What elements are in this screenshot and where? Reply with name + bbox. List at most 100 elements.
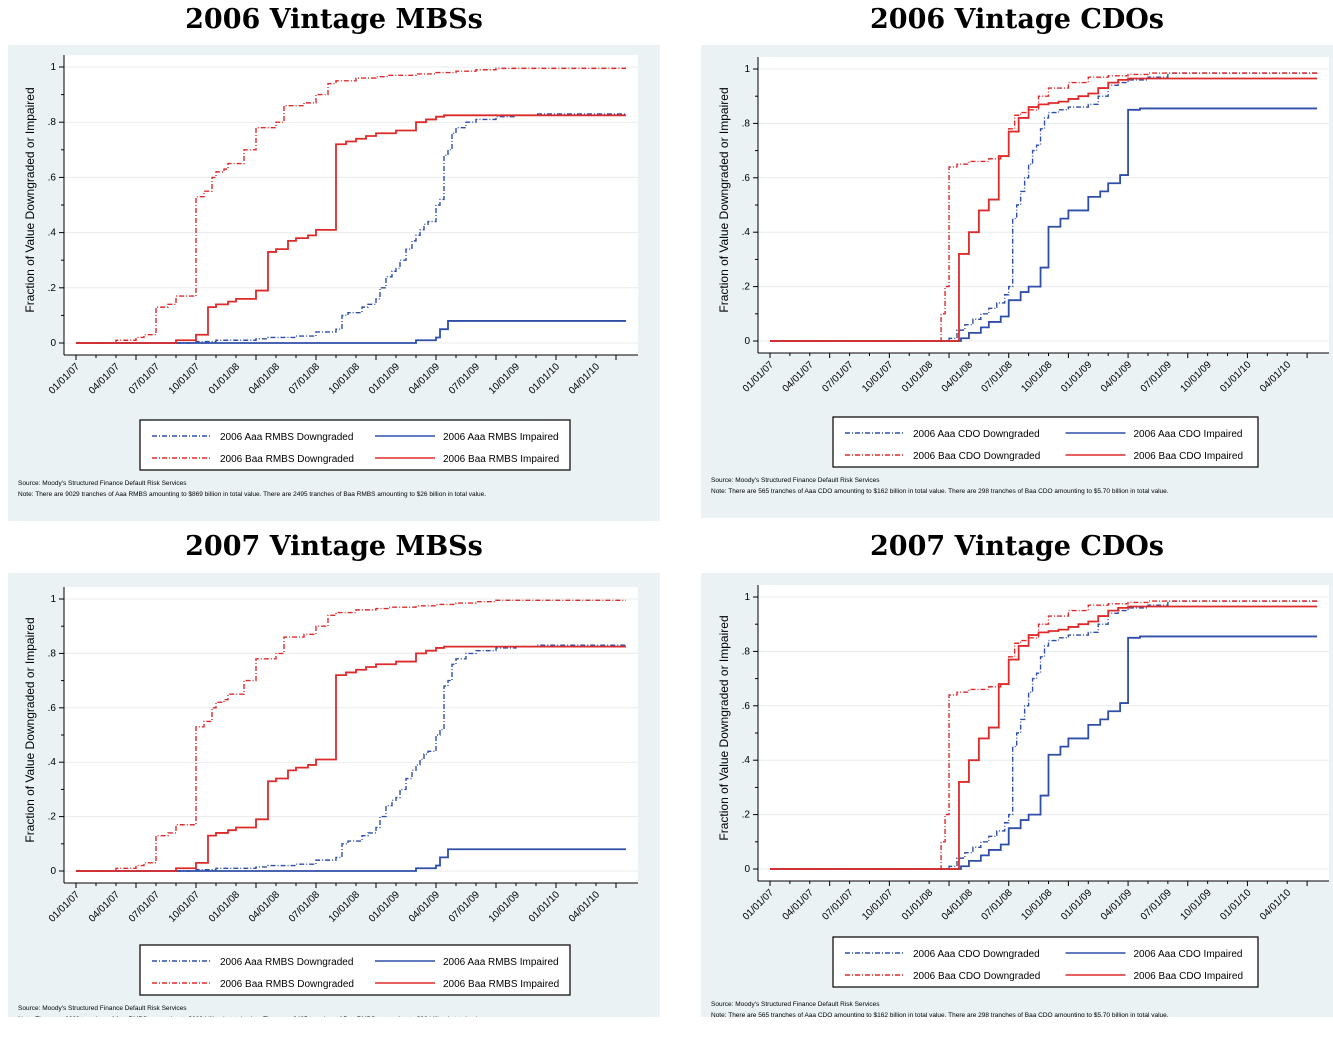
legend-label: 2006 Baa CDO Impaired bbox=[1134, 451, 1244, 462]
x-tick-label: 07/01/07 bbox=[820, 887, 856, 923]
y-tick-label: .4 bbox=[742, 755, 751, 766]
x-tick-label: 01/01/07 bbox=[741, 359, 777, 395]
x-tick-label: 04/01/07 bbox=[781, 359, 817, 395]
series-line bbox=[76, 113, 626, 344]
y-tick-label: 1 bbox=[744, 64, 750, 75]
chart-title-2007-mbs: 2007 Vintage MBSs bbox=[185, 531, 483, 562]
x-tick-label: 04/01/09 bbox=[1099, 887, 1135, 923]
series-line bbox=[76, 645, 626, 872]
x-tick-label: 10/01/07 bbox=[167, 361, 203, 397]
series-line bbox=[76, 644, 626, 872]
chart-panel-2007-cdo: 0 .2 .4 .6 .8 1 Fraction of Value Downgraded o… bbox=[701, 573, 1333, 1019]
y-axis-label: Fraction of Value Downgraded or Impaired bbox=[23, 617, 37, 842]
source-note: Source: Moody's Structured Finance Defau… bbox=[711, 477, 880, 484]
legend-box bbox=[832, 416, 1259, 468]
series-line bbox=[76, 67, 626, 344]
x-tick-label: 07/01/07 bbox=[820, 359, 856, 395]
x-tick-label: 07/01/07 bbox=[127, 361, 163, 397]
source-note: Source: Moody's Structured Finance Defau… bbox=[711, 1001, 880, 1008]
x-tick-label: 10/01/09 bbox=[1178, 359, 1214, 395]
series-line bbox=[770, 605, 1318, 870]
y-tick-label: .2 bbox=[48, 812, 57, 823]
x-tick-label: 04/01/10 bbox=[567, 889, 603, 925]
x-tick-label: 04/01/10 bbox=[1258, 887, 1294, 923]
chart-panel-2006-mbs: 0 .2 .4 .6 .8 1 Fraction of Value Downgraded o… bbox=[8, 45, 660, 521]
y-axis-label: Fraction of Value Downgraded or Impaired bbox=[717, 87, 731, 312]
x-tick-label: 01/01/08 bbox=[900, 887, 936, 923]
x-tick-label: 04/01/10 bbox=[567, 361, 603, 397]
legend-label: 2006 Aaa RMBS Downgraded bbox=[220, 432, 353, 443]
legend-label: 2006 Baa CDO Downgraded bbox=[913, 451, 1040, 462]
series-line bbox=[770, 635, 1318, 870]
y-tick-label: .4 bbox=[48, 228, 57, 239]
legend-label: 2006 Aaa RMBS Downgraded bbox=[220, 957, 353, 968]
tranche-note: Note: There are 9029 tranches of Aaa RMB… bbox=[18, 491, 486, 498]
y-axis-label: Fraction of Value Downgraded or Impaired bbox=[23, 87, 37, 312]
tranche-note: Note: There are 565 tranches of Aaa CDO … bbox=[711, 488, 1169, 495]
x-tick-label: 07/01/08 bbox=[980, 359, 1016, 395]
x-tick-label: 07/01/09 bbox=[447, 361, 483, 397]
series-line bbox=[76, 114, 626, 344]
x-tick-label: 07/01/09 bbox=[447, 889, 483, 925]
chart-title-2006-mbs: 2006 Vintage MBSs bbox=[185, 4, 483, 35]
legend-label: 2006 Aaa CDO Impaired bbox=[1134, 429, 1243, 440]
chart-svg-2006-mbs: 0 .2 .4 .6 .8 1 Fraction of Value Downgraded o… bbox=[18, 55, 638, 498]
legend-box bbox=[832, 936, 1259, 988]
series-line bbox=[770, 77, 1318, 342]
x-tick-label: 01/01/07 bbox=[741, 887, 777, 923]
y-tick-label: 0 bbox=[50, 866, 56, 877]
x-tick-label: 01/01/07 bbox=[47, 889, 83, 925]
chart-title-2006-cdo: 2006 Vintage CDOs bbox=[870, 4, 1164, 35]
x-tick-label: 07/01/09 bbox=[1139, 887, 1175, 923]
source-note: Source: Moody's Structured Finance Defau… bbox=[18, 480, 187, 487]
x-tick-label: 01/01/08 bbox=[900, 359, 936, 395]
y-tick-label: .8 bbox=[742, 646, 751, 657]
x-tick-label: 10/01/09 bbox=[487, 361, 523, 397]
plot-area bbox=[758, 585, 1329, 881]
legend-label: 2006 Aaa RMBS Impaired bbox=[443, 432, 559, 443]
y-tick-label: 0 bbox=[50, 338, 56, 349]
x-tick-label: 10/01/08 bbox=[327, 889, 363, 925]
x-tick-label: 04/01/08 bbox=[940, 887, 976, 923]
x-tick-label: 04/01/09 bbox=[407, 361, 443, 397]
chart-svg-2006-cdo: 0 .2 .4 .6 .8 1 Fraction of Value Downgraded o… bbox=[711, 57, 1329, 495]
y-axis-label: Fraction of Value Downgraded or Impaired bbox=[717, 615, 731, 840]
legend-label: 2006 Baa RMBS Impaired bbox=[443, 979, 559, 990]
y-tick-label: 1 bbox=[744, 592, 750, 603]
legend-label: 2006 Baa CDO Downgraded bbox=[913, 971, 1040, 982]
x-tick-label: 07/01/07 bbox=[127, 889, 163, 925]
y-tick-label: 0 bbox=[744, 864, 750, 875]
chart-svg-2007-cdo: 0 .2 .4 .6 .8 1 Fraction of Value Downgraded o… bbox=[711, 585, 1329, 1019]
legend-label: 2006 Baa RMBS Downgraded bbox=[220, 979, 354, 990]
x-tick-label: 10/01/08 bbox=[327, 361, 363, 397]
x-tick-label: 04/01/07 bbox=[87, 889, 123, 925]
x-tick-label: 07/01/08 bbox=[287, 361, 323, 397]
chart-panel-2007-mbs: 0 .2 .4 .6 .8 1 Fraction of Value Downgraded o… bbox=[8, 573, 660, 1023]
series-line bbox=[76, 320, 626, 344]
series-line bbox=[770, 107, 1318, 342]
chart-panel-2006-cdo: 0 .2 .4 .6 .8 1 Fraction of Value Downgraded o… bbox=[701, 45, 1333, 518]
y-tick-label: .2 bbox=[742, 282, 751, 293]
x-tick-label: 10/01/09 bbox=[487, 889, 523, 925]
source-note: Source: Moody's Structured Finance Defau… bbox=[18, 1005, 187, 1012]
x-tick-label: 01/01/09 bbox=[367, 361, 403, 397]
x-tick-label: 01/01/08 bbox=[207, 889, 243, 925]
x-tick-label: 01/01/10 bbox=[1218, 887, 1254, 923]
x-tick-label: 10/01/09 bbox=[1178, 887, 1214, 923]
x-tick-label: 01/01/10 bbox=[527, 889, 563, 925]
x-tick-label: 07/01/08 bbox=[287, 889, 323, 925]
legend-label: 2006 Aaa CDO Downgraded bbox=[913, 949, 1040, 960]
series-line bbox=[770, 71, 1318, 342]
x-tick-label: 04/01/09 bbox=[1099, 359, 1135, 395]
legend-box bbox=[139, 944, 571, 996]
series-line bbox=[76, 599, 626, 872]
x-tick-label: 10/01/07 bbox=[860, 359, 896, 395]
x-tick-label: 01/01/09 bbox=[367, 889, 403, 925]
tranche-note: Note: There are 565 tranches of Aaa CDO … bbox=[711, 1012, 1169, 1017]
x-tick-label: 10/01/07 bbox=[167, 889, 203, 925]
x-tick-label: 04/01/07 bbox=[87, 361, 123, 397]
y-tick-label: .2 bbox=[48, 283, 57, 294]
series-line bbox=[770, 599, 1318, 870]
x-tick-label: 04/01/08 bbox=[247, 889, 283, 925]
legend-label: 2006 Aaa CDO Impaired bbox=[1134, 949, 1243, 960]
